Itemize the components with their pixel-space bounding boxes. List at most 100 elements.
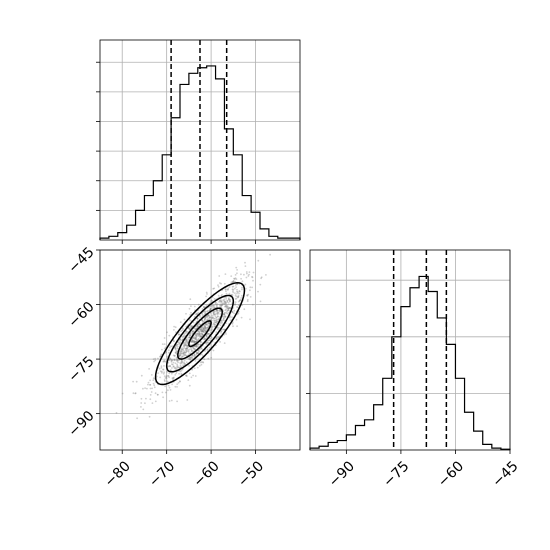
joint-scatter-point [241,280,244,283]
joint-contour-0.5sigma [188,320,212,348]
joint-scatter-point [195,336,198,339]
joint-scatter-point [174,347,177,350]
joint-scatter-point [231,285,234,288]
joint-scatter-point [168,358,171,361]
joint-scatter-point [192,330,195,333]
joint-scatter-point [209,316,212,319]
joint-scatter-point [236,292,238,295]
joint-scatter-point [149,384,151,386]
joint-scatter-point [190,356,193,359]
joint-scatter-point [208,332,210,335]
joint-scatter-point [149,398,152,401]
joint-scatter-point [168,400,171,402]
joint-scatter-point [221,321,224,323]
joint-scatter-point [205,341,208,344]
joint-scatter-point [210,325,213,328]
joint-scatter-point [223,302,225,304]
joint-scatter-point [179,354,182,357]
joint-scatter-point [202,361,205,364]
joint-scatter-point [166,355,169,358]
joint-scatter-point [189,298,192,301]
joint-scatter-point [188,327,190,329]
joint-scatter-point [211,304,214,307]
joint-scatter-point [208,322,211,325]
joint-contour-1.5sigma [165,294,235,373]
joint-scatter-point [132,380,135,383]
joint-scatter-point [194,336,197,339]
joint-scatter-point [201,332,203,335]
joint-scatter-point [232,280,235,282]
joint-scatter-point [203,329,206,332]
joint-scatter-point [190,348,193,350]
joint-scatter-point [169,369,172,371]
joint-scatter-point [200,330,203,333]
joint-scatter-point [200,347,203,350]
joint-scatter-point [190,305,192,307]
joint-scatter-point [236,290,238,293]
joint-scatter-point [215,304,218,306]
joint-scatter-point [224,300,226,303]
joint-scatter-point [196,332,199,335]
joint-xtick-label: −80 [102,458,134,490]
joint-scatter-point [199,343,202,346]
joint-scatter-point [182,345,185,347]
joint-scatter-point [212,312,215,314]
joint-scatter-point [179,370,182,373]
joint-scatter-point [159,376,162,379]
joint-scatter-point [179,380,181,382]
joint-scatter-point [238,290,241,292]
joint-scatter-point [209,337,212,340]
joint-scatter-point [166,380,169,383]
joint-scatter-point [215,306,218,308]
joint-scatter-point [183,351,186,354]
joint-scatter-point [234,277,237,279]
joint-scatter-point [213,325,216,327]
joint-scatter-point [174,359,176,362]
joint-scatter-point [198,364,201,367]
joint-scatter-point [163,360,165,363]
joint-scatter-point [174,347,177,349]
joint-scatter-point [228,299,231,302]
joint-scatter-point [159,355,161,358]
joint-scatter-point [179,338,182,340]
joint-scatter-point [147,381,150,384]
joint-scatter-point [195,353,198,356]
joint-scatter-point [194,354,196,356]
joint-scatter-point [162,372,165,375]
joint-scatter-point [173,358,176,361]
joint-scatter-point [174,348,177,351]
joint-scatter-point [187,351,190,353]
joint-scatter-point [176,400,179,403]
joint-scatter-point [235,318,238,321]
joint-scatter-point [192,374,195,377]
joint-scatter-point [191,332,193,334]
joint-scatter-point [175,352,177,355]
joint-scatter-point [220,306,223,308]
joint-scatter-point [213,287,216,290]
joint-scatter-point [203,358,206,361]
joint-scatter-point [234,303,237,306]
joint-scatter-point [182,349,185,352]
joint-scatter-point [195,338,198,341]
joint-scatter-point [196,312,198,315]
joint-scatter-point [235,297,238,300]
joint-scatter-point [236,283,239,286]
joint-scatter-point [162,396,165,399]
joint-scatter-point [227,307,230,310]
joint-scatter-point [217,311,220,314]
joint-scatter-point [190,349,193,352]
joint-scatter-point [170,358,173,361]
joint-scatter-point [204,310,207,313]
joint-scatter-point [170,399,173,402]
joint-scatter-point [246,294,249,297]
joint-scatter-point [190,311,192,314]
joint-scatter-point [178,343,181,345]
joint-scatter-point [231,310,234,313]
joint-scatter-point [190,376,193,379]
joint-scatter-point [179,353,182,355]
joint-scatter-point [202,334,204,336]
joint-scatter-point [152,379,155,382]
joint-scatter-point [239,299,241,302]
joint-scatter-point [219,324,222,327]
joint-scatter-point [203,325,206,328]
